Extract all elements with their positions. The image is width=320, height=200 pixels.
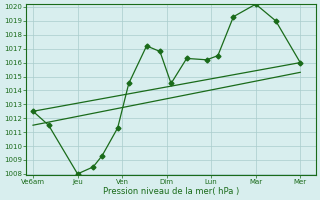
X-axis label: Pression niveau de la mer( hPa ): Pression niveau de la mer( hPa ) [103,187,239,196]
